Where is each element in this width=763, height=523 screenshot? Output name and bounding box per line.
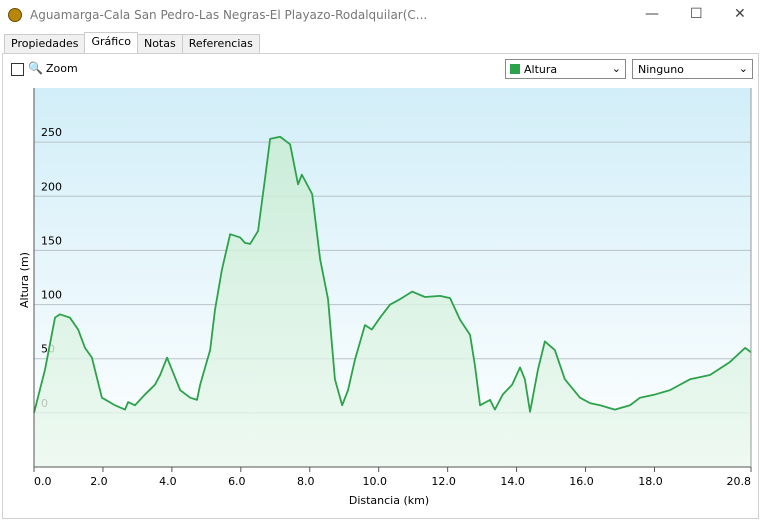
y-axis-label: Altura (m): [18, 252, 31, 308]
line: [33, 135, 752, 414]
x-tick-label: 2.0: [90, 475, 108, 488]
x-tick-label: 18.0: [638, 475, 663, 488]
minimize-button[interactable]: —: [645, 6, 659, 22]
app-icon: [8, 8, 22, 22]
title-bar: [0, 0, 763, 32]
dropdown-arrow: ⌄: [611, 62, 621, 75]
x-tick-label: 8.0: [297, 475, 315, 488]
x-tick-label: 6.0: [228, 475, 246, 488]
series-swatch: [510, 64, 520, 74]
series-select[interactable]: Altura ⌄: [505, 59, 626, 79]
y-tick-label: 100: [41, 289, 62, 302]
window-title: Aguamarga-Cala San Pedro-Las Negras-El P…: [30, 8, 428, 22]
tab[interactable]: Propiedades: [4, 34, 86, 53]
x-tick-label: 12.0: [431, 475, 456, 488]
tab[interactable]: Referencias: [181, 34, 260, 53]
y-tick-label: 250: [41, 126, 62, 139]
x-tick-label: 0.0: [34, 475, 52, 488]
select-value: Ninguno: [638, 63, 684, 76]
y-tick-label: 150: [41, 234, 62, 247]
area: [34, 136, 751, 467]
x-axis-label: Distancia (km): [349, 494, 429, 507]
magnifier-icon: 🔍: [28, 61, 43, 75]
tab-bar: Propiedades Gráfico Notas Referencias: [4, 32, 260, 53]
zoom-label: Zoom: [46, 62, 78, 75]
chart: Altura (m) Distancia (km) 05010015020025…: [18, 88, 752, 507]
y-tick-label: 200: [41, 180, 62, 193]
tab[interactable]: Gráfico: [84, 32, 138, 51]
tab-panel: [2, 53, 759, 519]
x-tick-label: 10.0: [362, 475, 387, 488]
tab[interactable]: Notas: [136, 34, 183, 53]
x-tick-label: 20.8: [727, 475, 752, 488]
dropdown-arrow: ⌄: [738, 62, 748, 75]
x-tick-label: 4.0: [159, 475, 177, 488]
second-select[interactable]: Ninguno ⌄: [632, 59, 753, 79]
series-name: Altura: [524, 63, 558, 76]
maximize-button[interactable]: ☐: [690, 6, 703, 22]
close-button[interactable]: ✕: [734, 6, 746, 22]
x-tick-label: 14.0: [500, 475, 525, 488]
zoom-checkbox[interactable]: [11, 63, 24, 76]
x-tick-label: 16.0: [569, 475, 594, 488]
